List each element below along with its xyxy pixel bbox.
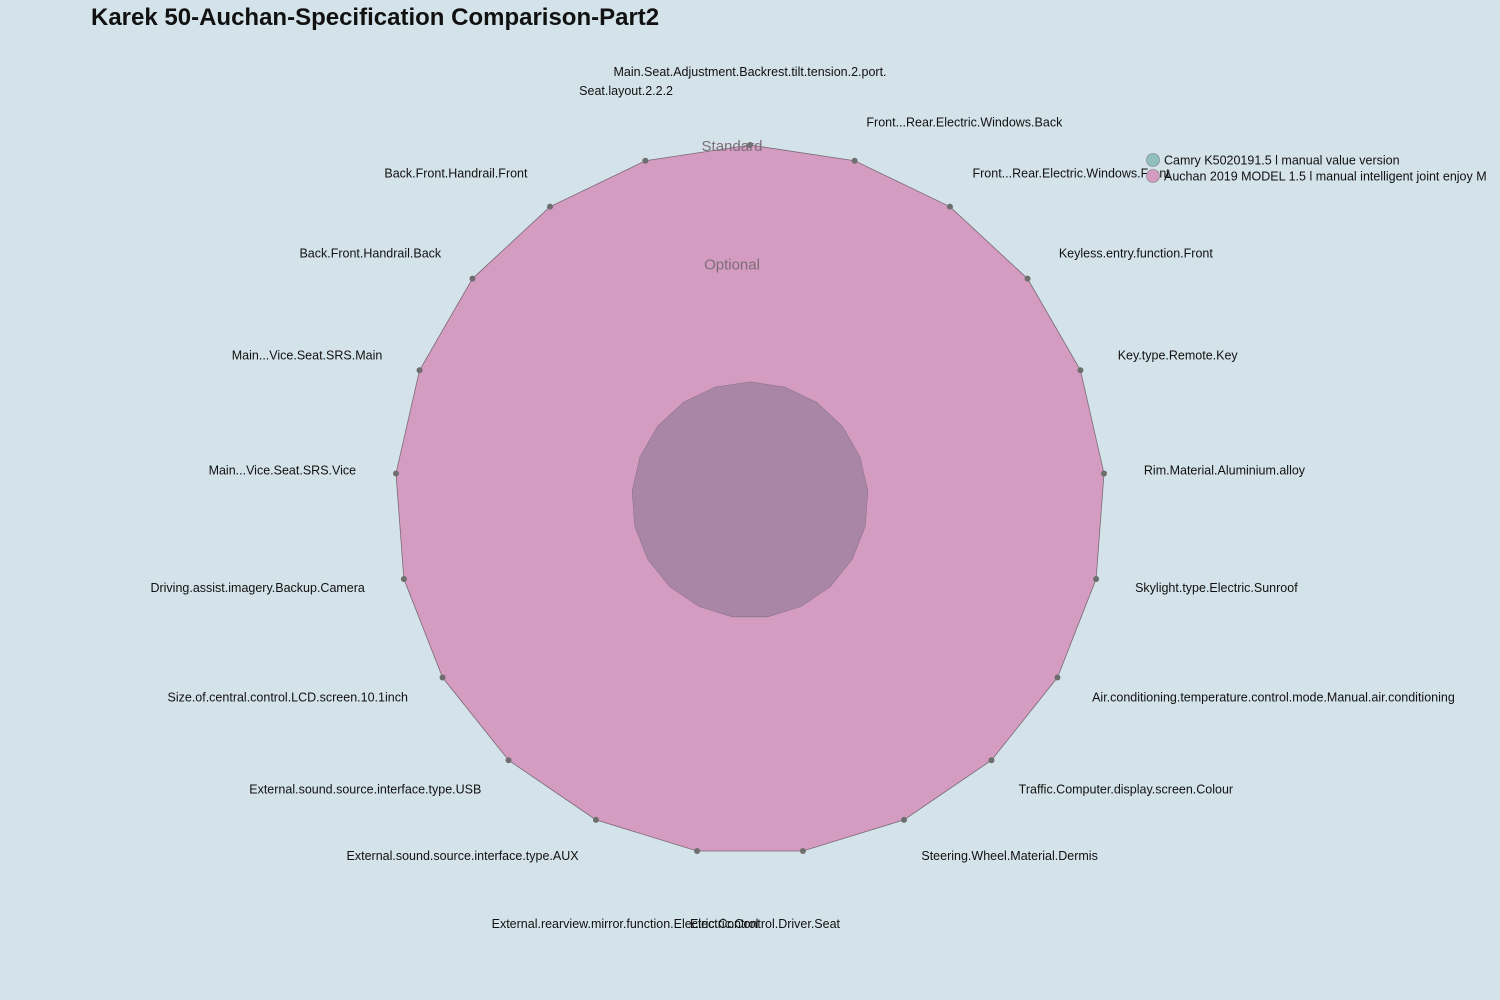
axis-label-14: Size.of.central.control.LCD.screen.10.1i… xyxy=(168,691,408,705)
level-label: Standard xyxy=(702,138,763,155)
data-point xyxy=(1101,470,1108,477)
data-point xyxy=(439,674,446,681)
data-point xyxy=(1093,575,1100,582)
data-point xyxy=(392,470,399,477)
data-point xyxy=(505,757,512,764)
data-point xyxy=(592,816,599,823)
data-point xyxy=(946,203,953,210)
data-point xyxy=(747,142,753,148)
axis-label-7: Air.conditioning.temperature.control.mod… xyxy=(1092,691,1455,705)
level-label: Optional xyxy=(704,257,760,274)
axis-label-1: Front...Rear.Electric.Windows.Back xyxy=(866,116,1063,130)
legend-swatch-0 xyxy=(1146,153,1160,167)
legend: Camry K5020191.5 l manual value version A… xyxy=(1146,153,1487,184)
legend-swatch-1 xyxy=(1146,169,1160,183)
axis-label-15: Driving.assist.imagery.Backup.Camera xyxy=(150,581,364,595)
chart-title: Karek 50-Auchan-Specification Comparison… xyxy=(91,4,660,31)
legend-label-0: Camry K5020191.5 l manual value version xyxy=(1164,154,1400,168)
axis-label-4: Key.type.Remote.Key xyxy=(1118,349,1239,363)
data-point xyxy=(416,367,423,374)
data-point xyxy=(1054,674,1061,681)
data-point xyxy=(694,848,701,855)
radar-series xyxy=(392,142,1108,855)
axis-label-5: Rim.Material.Aluminium.alloy xyxy=(1144,463,1306,477)
axis-label-11: External.rearview.mirror.function.Electr… xyxy=(492,917,759,931)
axis-label-3: Keyless.entry.function.Front xyxy=(1059,247,1214,261)
axis-label-20: Seat.layout.2.2.2 xyxy=(579,84,673,98)
data-point xyxy=(851,157,858,164)
baseline-area xyxy=(632,382,868,617)
data-point xyxy=(1077,367,1084,374)
data-point xyxy=(642,157,649,164)
axis-label-12: External.sound.source.interface.type.AUX xyxy=(347,849,580,863)
data-point xyxy=(901,816,908,823)
data-point xyxy=(799,848,806,855)
axis-label-17: Main...Vice.Seat.SRS.Main xyxy=(232,349,383,363)
data-point xyxy=(1024,275,1031,282)
legend-label-1: Auchan 2019 MODEL 1.5 l manual intellige… xyxy=(1164,170,1487,184)
data-point xyxy=(400,575,407,582)
data-point xyxy=(469,275,476,282)
axis-label-9: Steering.Wheel.Material.Dermis xyxy=(921,849,1097,863)
axis-label-13: External.sound.source.interface.type.USB xyxy=(249,783,481,797)
axis-label-2: Front...Rear.Electric.Windows.Front xyxy=(973,167,1171,181)
data-point xyxy=(988,757,995,764)
axis-labels: Optional Standard Main.Seat.Adjustment.Bac… xyxy=(150,65,1454,931)
axis-label-0: Main.Seat.Adjustment.Backrest.tilt.tensi… xyxy=(613,65,886,79)
axis-label-8: Traffic.Computer.display.screen.Colour xyxy=(1019,783,1233,797)
axis-label-19: Back.Front.Handrail.Front xyxy=(384,167,528,181)
axis-label-10: Electric.Control.Driver.Seat xyxy=(690,917,841,931)
data-point xyxy=(547,203,554,210)
axis-label-6: Skylight.type.Electric.Sunroof xyxy=(1135,581,1298,595)
axis-label-18: Back.Front.Handrail.Back xyxy=(299,247,441,261)
axis-label-16: Main...Vice.Seat.SRS.Vice xyxy=(209,463,357,477)
